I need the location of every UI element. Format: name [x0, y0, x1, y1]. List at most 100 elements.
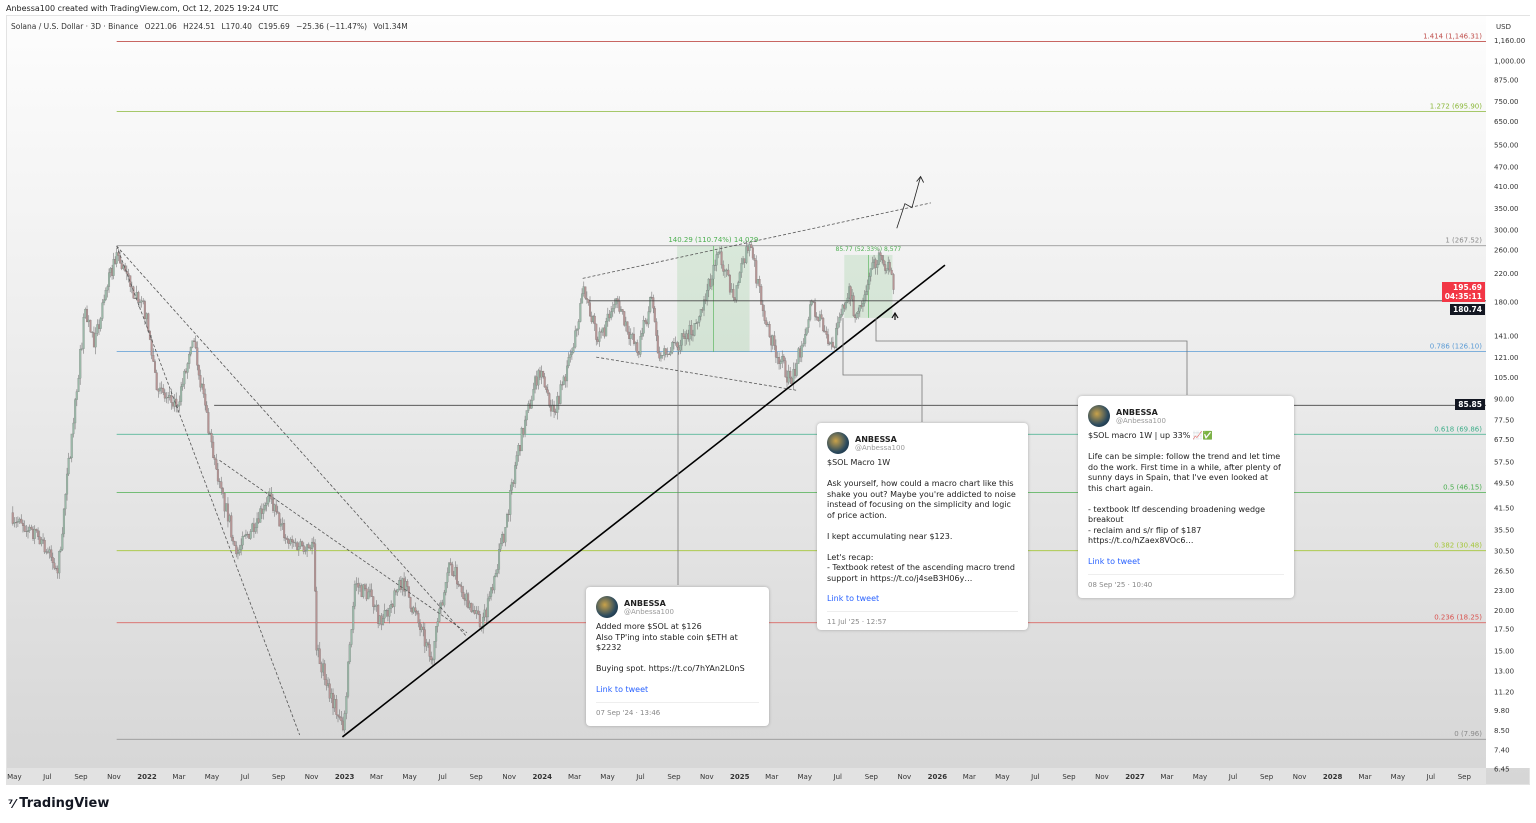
time-tick-label: Mar [1358, 773, 1371, 781]
candle-body [103, 299, 106, 303]
candle-body [252, 523, 255, 532]
candle-body [220, 481, 223, 489]
time-tick-label: May [600, 773, 614, 781]
candle-body [301, 541, 304, 546]
candle-body [433, 641, 436, 660]
candle-body [322, 663, 325, 673]
candle-body [226, 503, 229, 522]
candle-body [132, 286, 135, 299]
candle-body [584, 286, 587, 299]
time-tick-label: Nov [305, 773, 319, 781]
candle-body [457, 583, 460, 586]
candle-body [104, 290, 107, 300]
candle-body [740, 263, 743, 273]
candle-body [815, 316, 818, 318]
candle-body [669, 352, 672, 355]
candle-body [722, 264, 725, 272]
candle-body [510, 482, 513, 491]
candle-body [616, 298, 619, 302]
candle-body [50, 549, 53, 558]
candle-body [720, 251, 723, 266]
symbol-name[interactable]: Solana / U.S. Dollar · 3D · Binance [11, 22, 139, 31]
candle-body [249, 531, 252, 539]
tweet-link[interactable]: Link to tweet [596, 684, 649, 694]
candle-body [230, 515, 233, 538]
candle-body [154, 361, 157, 373]
candle-body [605, 321, 608, 337]
tweet-card: ANBESSA @Anbessa100 $SOL macro 1W | up 33… [1078, 396, 1294, 598]
time-tick-label: Sep [74, 773, 88, 781]
candle-body [202, 383, 205, 395]
candle-body [632, 333, 635, 344]
time-tick-label: Mar [963, 773, 976, 781]
last-price-badge: 195.69 04:35:11 [1441, 282, 1485, 302]
connector-line [875, 318, 1188, 395]
time-tick-label: Sep [470, 773, 484, 781]
candle-body [332, 693, 335, 709]
candle-body [115, 252, 118, 264]
candle-body [756, 279, 759, 284]
candle-body [738, 272, 741, 283]
time-axis[interactable] [6, 768, 1486, 785]
candle-body [377, 604, 380, 624]
candle-body [877, 252, 880, 265]
tweet-author: ANBESSA [624, 598, 666, 608]
candle-body [406, 581, 409, 587]
price-axis[interactable] [1486, 16, 1530, 768]
candle-body [262, 509, 265, 514]
candle-body [789, 370, 792, 379]
candle-body [352, 606, 355, 630]
candle-body [841, 304, 844, 315]
candle-body [468, 602, 471, 608]
candle-body [879, 252, 882, 256]
time-tick-label: Sep [1458, 773, 1472, 781]
time-tick-label: Jul [42, 773, 52, 781]
bar-countdown: 04:35:11 [1444, 292, 1482, 301]
candle-body [773, 335, 776, 346]
candle-body [275, 504, 278, 512]
candle-body [297, 546, 300, 550]
candle-body [37, 530, 40, 537]
tweet-link[interactable]: Link to tweet [1088, 556, 1141, 566]
candle-body [782, 356, 785, 361]
candle-body [11, 512, 14, 524]
candle-body [236, 552, 239, 555]
candle-body [373, 606, 376, 607]
candle-body [304, 550, 307, 552]
candle-body [668, 354, 671, 355]
candle-body [318, 648, 321, 664]
price-tick-label: 1,000.00 [1494, 58, 1525, 66]
candle-body [278, 513, 281, 527]
candle-body [861, 303, 864, 307]
candle-body [766, 323, 769, 325]
candle-body [799, 348, 802, 358]
candle-body [473, 610, 476, 614]
candle-body [58, 551, 61, 574]
candle-body [323, 663, 326, 680]
candle-body [32, 528, 35, 539]
candle-body [235, 545, 238, 555]
candle-body [96, 324, 99, 334]
time-tick-label: Nov [898, 773, 912, 781]
candle-body [21, 523, 24, 526]
price-tick-label: 105.00 [1494, 374, 1519, 382]
candle-body [244, 534, 247, 537]
candle-body [874, 259, 877, 268]
candle-body [728, 274, 731, 293]
candle-body [256, 518, 259, 528]
candle-body [327, 683, 330, 686]
candle-body [649, 297, 652, 312]
tradingview-logo[interactable]: ⁷⁄ TradingView [8, 796, 109, 811]
candle-body [16, 521, 19, 523]
candle-body [644, 320, 647, 323]
tweet-link[interactable]: Link to tweet [827, 594, 880, 603]
candle-body [810, 301, 813, 305]
level-badge-180: 180.74 [1450, 304, 1485, 315]
candle-body [876, 264, 879, 268]
candle-body [299, 541, 302, 547]
candle-body [600, 331, 603, 333]
candle-body [33, 528, 36, 539]
candle-body [302, 545, 305, 552]
fib-label: 0.236 (18.25) [1434, 614, 1482, 622]
